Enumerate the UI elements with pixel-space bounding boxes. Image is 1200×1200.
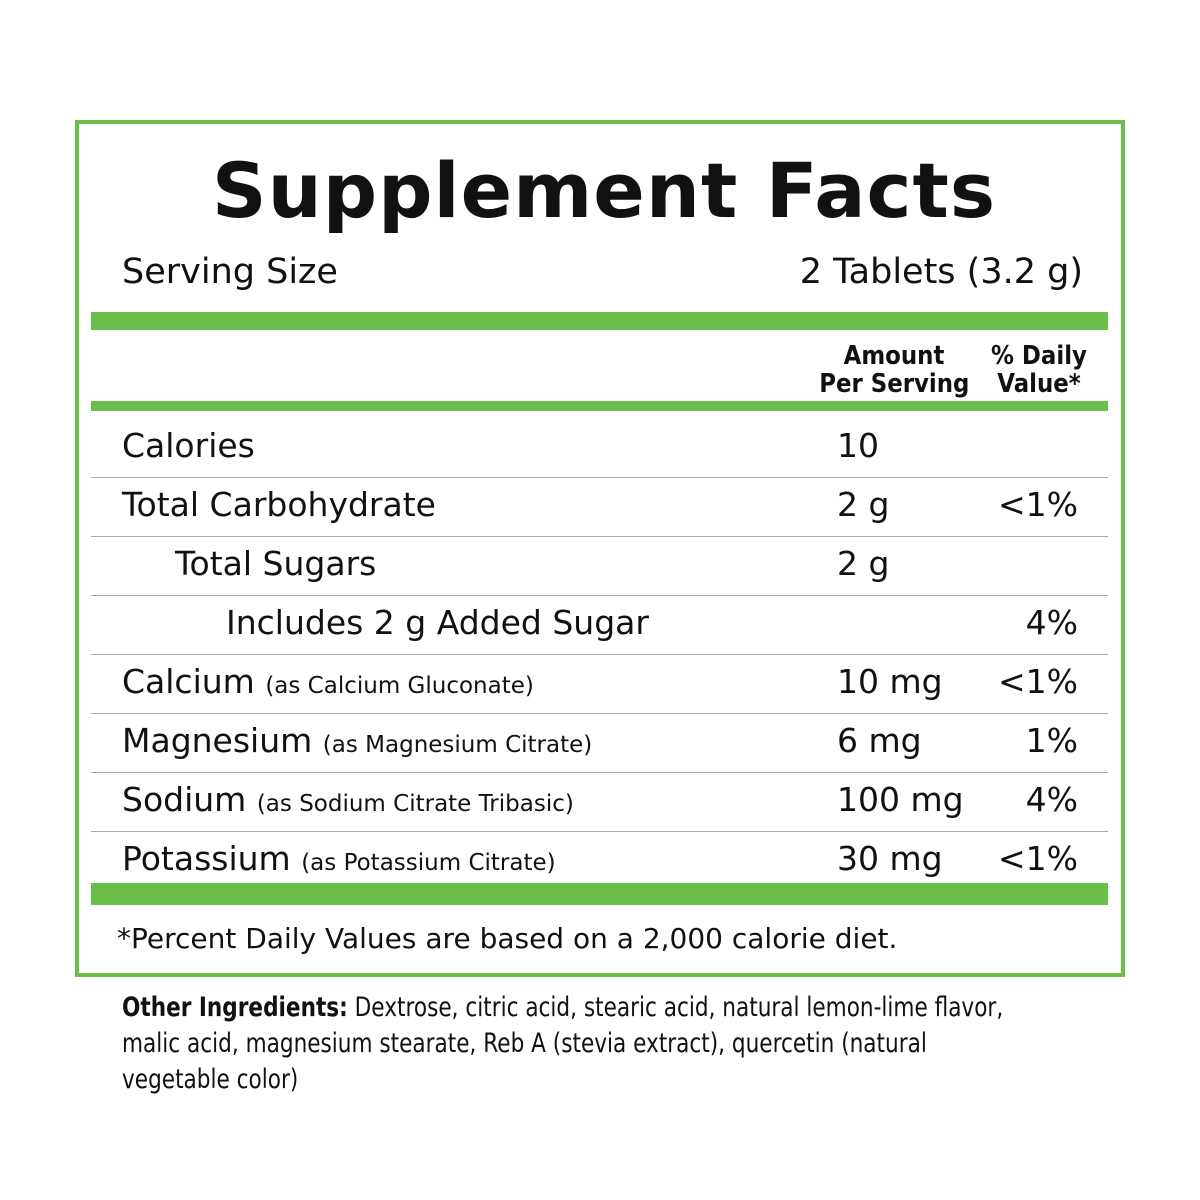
nutrient-row: Calcium (as Calcium Gluconate) 10 mg <1% bbox=[91, 654, 1108, 714]
nutrient-daily-value: <1% bbox=[997, 662, 1078, 701]
nutrient-daily-value: 1% bbox=[1025, 721, 1078, 760]
nutrient-amount: 2 g bbox=[837, 544, 890, 583]
nutrient-row: Total Carbohydrate 2 g <1% bbox=[91, 477, 1108, 537]
nutrient-name: Includes 2 g Added Sugar bbox=[226, 603, 649, 642]
nutrient-name: Total Sugars bbox=[175, 544, 377, 583]
nutrient-daily-value: <1% bbox=[997, 485, 1078, 524]
nutrient-name: Magnesium (as Magnesium Citrate) bbox=[122, 721, 593, 760]
amount-header: Amount Per Serving bbox=[819, 341, 970, 399]
nutrient-name: Sodium (as Sodium Citrate Tribasic) bbox=[122, 780, 574, 819]
other-ingredients: Other Ingredients: Dextrose, citric acid… bbox=[122, 990, 1010, 1098]
nutrient-row: Magnesium (as Magnesium Citrate) 6 mg 1% bbox=[91, 713, 1108, 773]
nutrient-amount: 10 bbox=[837, 426, 879, 465]
nutrient-row: Total Sugars 2 g bbox=[91, 536, 1108, 596]
nutrient-name: Calories bbox=[122, 426, 255, 465]
nutrient-name: Potassium (as Potassium Citrate) bbox=[122, 839, 556, 878]
nutrient-name: Calcium (as Calcium Gluconate) bbox=[122, 662, 534, 701]
nutrient-amount: 6 mg bbox=[837, 721, 922, 760]
nutrient-source: (as Magnesium Citrate) bbox=[322, 732, 593, 758]
supplement-facts-panel: Supplement Facts Serving Size 2 Tablets … bbox=[75, 120, 1125, 977]
footnote: *Percent Daily Values are based on a 2,0… bbox=[117, 922, 898, 955]
nutrient-amount: 30 mg bbox=[837, 839, 943, 878]
nutrient-source: (as Potassium Citrate) bbox=[301, 850, 556, 876]
nutrient-daily-value: 4% bbox=[1025, 780, 1078, 819]
nutrient-amount: 100 mg bbox=[837, 780, 964, 819]
nutrient-row: Includes 2 g Added Sugar 4% bbox=[91, 595, 1108, 655]
daily-value-header: % Daily Value* bbox=[991, 341, 1087, 399]
nutrient-daily-value: <1% bbox=[997, 839, 1078, 878]
nutrient-source: (as Calcium Gluconate) bbox=[265, 673, 534, 699]
nutrient-daily-value: 4% bbox=[1025, 603, 1078, 642]
serving-size-value: 2 Tablets (3.2 g) bbox=[799, 252, 1083, 292]
nutrient-row: Potassium (as Potassium Citrate) 30 mg <… bbox=[91, 831, 1108, 890]
nutrient-row: Sodium (as Sodium Citrate Tribasic) 100 … bbox=[91, 772, 1108, 832]
nutrient-name: Total Carbohydrate bbox=[122, 485, 436, 524]
nutrient-row: Calories 10 bbox=[91, 418, 1108, 478]
divider-medium bbox=[91, 401, 1108, 411]
panel-title: Supplement Facts bbox=[211, 146, 997, 235]
serving-size-label: Serving Size bbox=[122, 252, 338, 292]
nutrient-amount: 10 mg bbox=[837, 662, 943, 701]
ingredients-label: Other Ingredients: bbox=[122, 992, 348, 1023]
ingredients-text: Dextrose, citric acid, stearic acid, nat… bbox=[122, 992, 1004, 1095]
divider-thick bbox=[91, 883, 1108, 905]
nutrient-amount: 2 g bbox=[837, 485, 890, 524]
nutrient-source: (as Sodium Citrate Tribasic) bbox=[256, 791, 574, 817]
divider-thick bbox=[91, 312, 1108, 330]
